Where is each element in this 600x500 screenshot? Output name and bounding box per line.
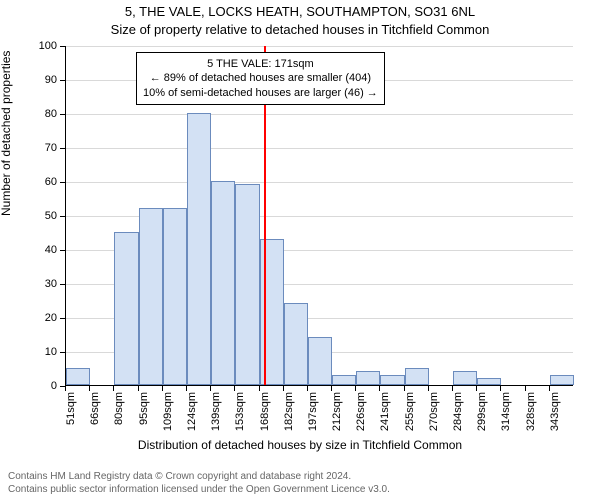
annotation-line-1: 5 THE VALE: 171sqm <box>143 57 378 71</box>
x-tick-label: 212sqm <box>331 392 343 431</box>
histogram-bar <box>66 368 90 385</box>
x-tick-label: 109sqm <box>162 392 174 431</box>
histogram-bar <box>260 239 284 385</box>
x-tick-label: 343sqm <box>549 392 561 431</box>
histogram-bar <box>211 181 235 385</box>
x-tick-label: 226sqm <box>355 392 367 431</box>
chart-title: 5, THE VALE, LOCKS HEATH, SOUTHAMPTON, S… <box>0 4 600 19</box>
x-tick-label: 139sqm <box>210 392 222 431</box>
histogram-bar <box>380 375 404 385</box>
x-tick-mark <box>113 386 114 391</box>
x-tick-mark <box>452 386 453 391</box>
histogram-bar <box>550 375 574 385</box>
x-tick-label: 95sqm <box>138 392 150 425</box>
x-tick-mark <box>307 386 308 391</box>
histogram-bar <box>356 371 380 385</box>
x-tick-mark <box>428 386 429 391</box>
y-tick-mark <box>60 80 65 81</box>
x-tick-mark <box>234 386 235 391</box>
x-tick-label: 80sqm <box>113 392 125 425</box>
y-tick-label: 30 <box>45 278 57 290</box>
y-tick-mark <box>60 216 65 217</box>
y-tick-mark <box>60 352 65 353</box>
y-axis-label: Number of detached properties <box>0 51 13 216</box>
histogram-bar <box>308 337 332 385</box>
x-tick-mark <box>210 386 211 391</box>
footer-line-1: Contains HM Land Registry data © Crown c… <box>8 471 390 484</box>
annotation-line-3: 10% of semi-detached houses are larger (… <box>143 86 378 100</box>
x-tick-label: 270sqm <box>428 392 440 431</box>
y-tick-label: 0 <box>51 380 57 392</box>
histogram-bar <box>453 371 477 385</box>
x-tick-mark <box>283 386 284 391</box>
histogram-bar <box>163 208 187 385</box>
x-tick-mark <box>549 386 550 391</box>
x-tick-mark <box>500 386 501 391</box>
x-tick-label: 51sqm <box>65 392 77 425</box>
x-tick-mark <box>355 386 356 391</box>
chart-subtitle: Size of property relative to detached ho… <box>0 22 600 37</box>
x-tick-mark <box>379 386 380 391</box>
y-tick-mark <box>60 284 65 285</box>
annotation-line-2: ← 89% of detached houses are smaller (40… <box>143 71 378 85</box>
chart-container: 5, THE VALE, LOCKS HEATH, SOUTHAMPTON, S… <box>0 0 600 500</box>
x-axis-label: Distribution of detached houses by size … <box>0 438 600 452</box>
x-tick-mark <box>186 386 187 391</box>
y-tick-mark <box>60 318 65 319</box>
y-tick-label: 70 <box>45 142 57 154</box>
y-tick-label: 90 <box>45 74 57 86</box>
grid-line <box>66 182 573 183</box>
histogram-bar <box>114 232 138 385</box>
x-tick-mark <box>65 386 66 391</box>
x-tick-label: 66sqm <box>89 392 101 425</box>
histogram-bar <box>235 184 259 385</box>
x-tick-mark <box>89 386 90 391</box>
x-tick-mark <box>476 386 477 391</box>
x-tick-label: 182sqm <box>283 392 295 431</box>
x-tick-label: 284sqm <box>452 392 464 431</box>
x-tick-label: 241sqm <box>379 392 391 431</box>
x-tick-label: 197sqm <box>307 392 319 431</box>
y-tick-mark <box>60 148 65 149</box>
x-tick-label: 255sqm <box>404 392 416 431</box>
y-tick-label: 10 <box>45 346 57 358</box>
y-tick-mark <box>60 114 65 115</box>
x-tick-label: 328sqm <box>525 392 537 431</box>
y-tick-label: 60 <box>45 176 57 188</box>
grid-line <box>66 148 573 149</box>
annotation-box: 5 THE VALE: 171sqm ← 89% of detached hou… <box>136 52 385 105</box>
histogram-bar <box>405 368 429 385</box>
y-tick-mark <box>60 182 65 183</box>
y-tick-label: 50 <box>45 210 57 222</box>
histogram-bar <box>477 378 501 385</box>
x-tick-mark <box>259 386 260 391</box>
grid-line <box>66 114 573 115</box>
x-tick-label: 299sqm <box>476 392 488 431</box>
y-tick-mark <box>60 250 65 251</box>
histogram-bar <box>332 375 356 385</box>
y-tick-label: 100 <box>39 40 57 52</box>
x-tick-mark <box>525 386 526 391</box>
x-tick-label: 153sqm <box>234 392 246 431</box>
x-tick-label: 124sqm <box>186 392 198 431</box>
y-tick-label: 40 <box>45 244 57 256</box>
x-tick-label: 168sqm <box>259 392 271 431</box>
y-tick-label: 80 <box>45 108 57 120</box>
y-tick-mark <box>60 46 65 47</box>
footer: Contains HM Land Registry data © Crown c… <box>8 471 390 496</box>
histogram-bar <box>139 208 163 385</box>
y-tick-label: 20 <box>45 312 57 324</box>
histogram-bar <box>187 113 211 385</box>
x-tick-mark <box>162 386 163 391</box>
x-tick-mark <box>138 386 139 391</box>
footer-line-2: Contains public sector information licen… <box>8 484 390 497</box>
grid-line <box>66 46 573 47</box>
x-tick-mark <box>331 386 332 391</box>
histogram-bar <box>284 303 308 385</box>
x-tick-mark <box>404 386 405 391</box>
x-tick-label: 314sqm <box>500 392 512 431</box>
plot-area: 5 THE VALE: 171sqm ← 89% of detached hou… <box>65 46 573 386</box>
